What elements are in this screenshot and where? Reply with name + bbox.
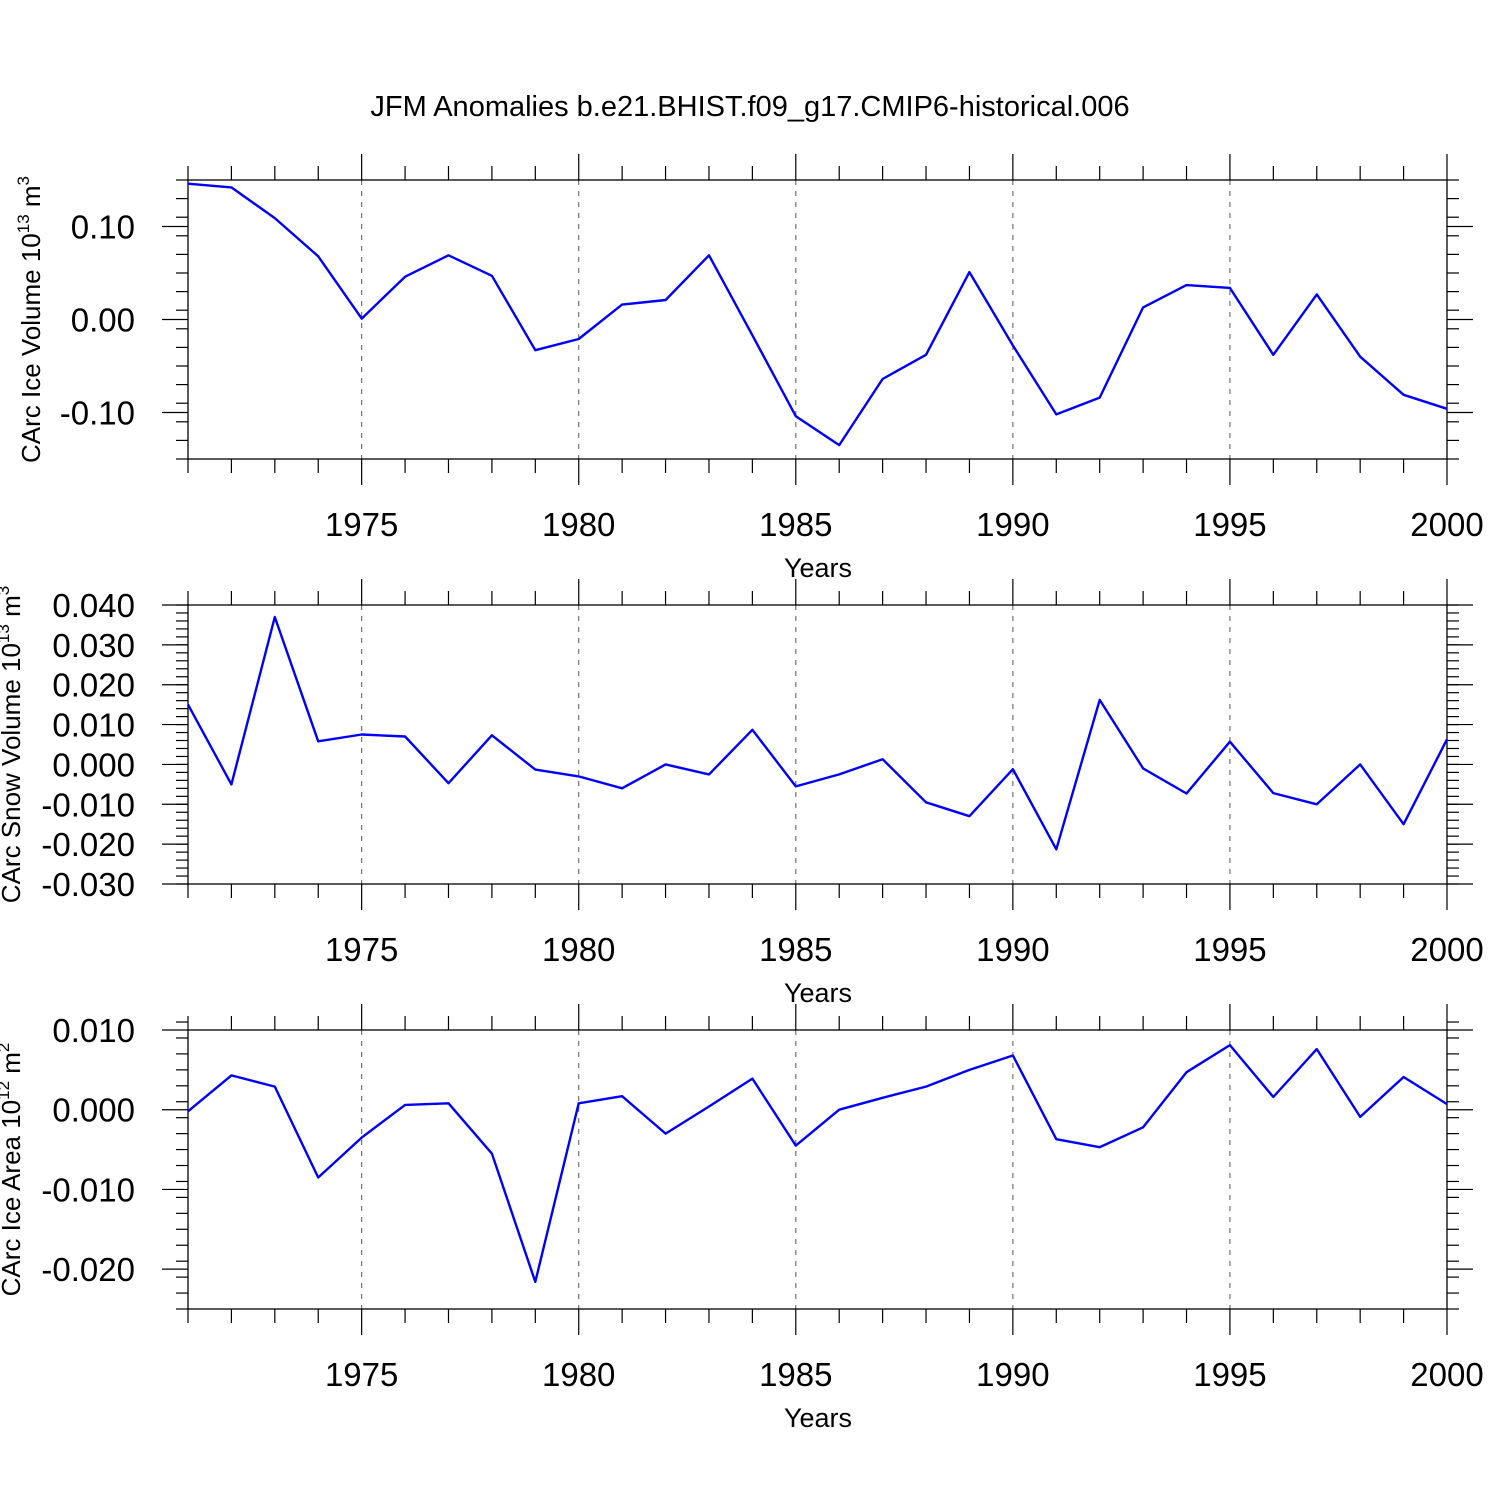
x-tick-label: 1975 — [325, 931, 398, 968]
y-axis-label-unit: m — [16, 185, 46, 214]
figure-title: JFM Anomalies b.e21.BHIST.f09_g17.CMIP6-… — [370, 91, 1129, 123]
series-line — [187, 182, 1448, 447]
y-axis-label: CArc Snow Volume 1013 m3 — [0, 586, 26, 903]
y-axis-label-text: CArc Snow Volume 10 — [0, 643, 26, 903]
y-tick-label: -0.030 — [41, 866, 135, 903]
x-tick-label: 1995 — [1193, 506, 1266, 543]
x-tick-label: 1980 — [542, 1356, 615, 1393]
x-tick-label: 1985 — [759, 1356, 832, 1393]
y-axis-label-text: CArc Ice Area 10 — [0, 1100, 26, 1297]
plot-frame — [187, 604, 1448, 885]
y-tick-label: 0.030 — [52, 627, 135, 664]
y-axis-label-text: CArc Ice Volume 10 — [16, 233, 46, 463]
panel-2: 0.0400.0300.0200.0100.000-0.010-0.020-0.… — [0, 579, 1484, 1008]
y-axis-label-unit-exponent: 3 — [14, 176, 33, 185]
x-tick-label: 1985 — [759, 931, 832, 968]
panel-3: 0.010 0.000 -0.010 -0.020 1975 1980 1985 1990 19… — [0, 1004, 1484, 1433]
x-tick-label: 1985 — [759, 506, 832, 543]
x-tick-label: 1990 — [976, 931, 1049, 968]
x-tick-label: 2000 — [1410, 931, 1483, 968]
x-tick-label: 1995 — [1193, 1356, 1266, 1393]
y-tick-label: -0.020 — [41, 1251, 135, 1288]
y-axis-label-unit-exponent: 3 — [0, 586, 13, 595]
y-tick-label: -0.010 — [41, 1171, 135, 1208]
y-axis-label-exponent: 13 — [14, 214, 33, 233]
y-tick-label: -0.010 — [41, 786, 135, 823]
plot-frame — [187, 1029, 1448, 1310]
x-tick-label: 1975 — [325, 1356, 398, 1393]
y-tick-label: 0.010 — [52, 1012, 135, 1049]
x-tick-label: 1990 — [976, 1356, 1049, 1393]
y-axis-label-unit-exponent: 2 — [0, 1043, 13, 1052]
series-line — [186, 615, 1449, 851]
y-axis-label: CArc Ice Area 1012 m2 — [0, 1043, 26, 1297]
x-tick-label: 1980 — [542, 931, 615, 968]
x-axis-label: Years — [784, 1403, 852, 1433]
y-tick-label: 0.040 — [52, 587, 135, 624]
y-tick-label: 0.000 — [52, 1092, 135, 1129]
y-tick-label: -0.020 — [41, 826, 135, 863]
x-tick-label: 1980 — [542, 506, 615, 543]
x-tick-label: 2000 — [1410, 1356, 1483, 1393]
panel-1: 0.10 0.00 -0.10 1975 1980 1985 1990 1995 2000 Yea… — [14, 154, 1484, 583]
y-axis-label: CArc Ice Volume 1013 m3 — [14, 176, 46, 463]
y-tick-label: 0.10 — [71, 209, 135, 246]
y-tick-label: 0.010 — [52, 707, 135, 744]
y-axis-label-exponent: 12 — [0, 1081, 13, 1100]
y-tick-label: 0.000 — [52, 746, 135, 783]
y-axis-label-unit: m — [0, 595, 26, 624]
y-tick-label: 0.020 — [52, 667, 135, 704]
panels: 0.10 0.00 -0.10 1975 1980 1985 1990 1995 2000 Yea… — [0, 154, 1484, 1433]
series-line — [187, 1043, 1448, 1284]
x-tick-label: 1990 — [976, 506, 1049, 543]
plot-frame — [187, 179, 1448, 460]
y-axis-label-unit: m — [0, 1052, 26, 1081]
y-tick-label: -0.10 — [60, 395, 135, 432]
x-axis-label: Years — [784, 553, 852, 583]
x-tick-label: 2000 — [1410, 506, 1483, 543]
x-axis-label: Years — [784, 978, 852, 1008]
x-tick-label: 1975 — [325, 506, 398, 543]
y-tick-label: 0.00 — [71, 302, 135, 339]
x-tick-label: 1995 — [1193, 931, 1266, 968]
y-axis-label-exponent: 13 — [0, 624, 13, 643]
